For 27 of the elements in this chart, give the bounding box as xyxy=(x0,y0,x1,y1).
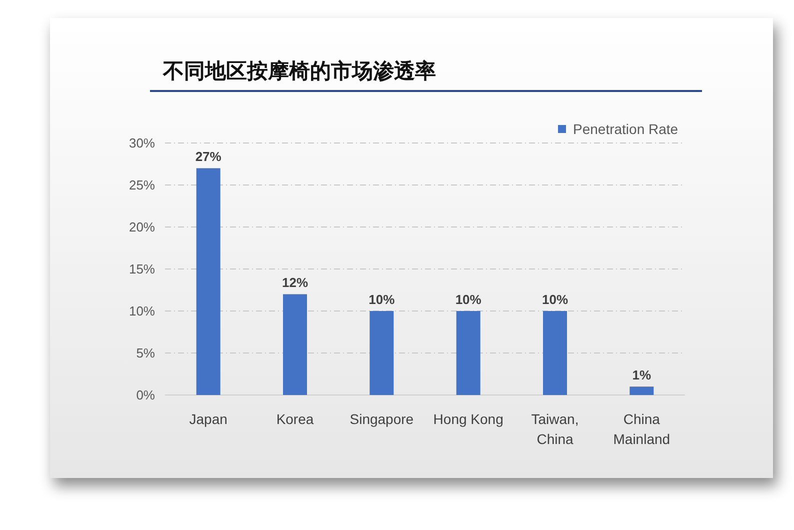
x-tick-label: Korea xyxy=(276,411,314,427)
y-tick-label: 0% xyxy=(136,388,156,402)
y-tick-label: 15% xyxy=(128,262,156,276)
x-tick-label: Japan xyxy=(189,411,228,427)
bar xyxy=(283,294,307,395)
data-label: 10% xyxy=(455,292,482,307)
data-label: 1% xyxy=(632,368,652,383)
chart-title: 不同地区按摩椅的市场渗透率 xyxy=(162,59,436,83)
bar xyxy=(543,311,567,395)
y-tick-label: 20% xyxy=(128,220,156,234)
y-tick-label: 25% xyxy=(128,178,156,192)
data-label: 27% xyxy=(195,149,222,164)
x-tick-label: Hong Kong xyxy=(433,411,504,427)
x-tick-label: China Mainland xyxy=(613,411,670,447)
legend-label: Penetration Rate xyxy=(573,121,678,137)
x-tick-label: Taiwan, China xyxy=(531,411,579,447)
bar xyxy=(456,311,480,395)
y-tick-label: 10% xyxy=(128,304,156,318)
y-tick-label: 5% xyxy=(136,346,156,360)
bar xyxy=(630,386,654,395)
y-tick-label: 30% xyxy=(128,136,156,150)
x-tick-label: Singapore xyxy=(350,411,414,427)
bar xyxy=(196,168,220,395)
data-label: 10% xyxy=(368,292,396,307)
data-label: 10% xyxy=(542,292,568,307)
data-label: 12% xyxy=(282,275,308,290)
bar xyxy=(370,311,394,395)
